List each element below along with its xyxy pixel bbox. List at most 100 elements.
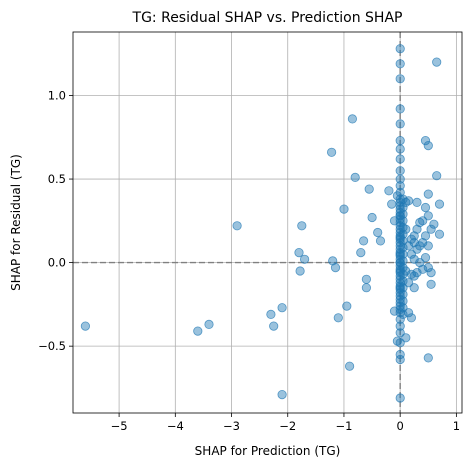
data-point	[297, 221, 307, 231]
data-point	[395, 294, 405, 304]
data-point	[423, 241, 433, 251]
data-point	[361, 283, 371, 293]
y-axis-ticks: −0.5 0.0 0.5 1.0	[38, 89, 73, 353]
data-point	[204, 319, 214, 329]
data-point	[389, 306, 400, 316]
data-point	[342, 301, 352, 311]
data-point	[328, 256, 338, 266]
x-tick-label: −1	[335, 419, 352, 433]
data-point	[333, 313, 343, 323]
data-points	[80, 44, 445, 403]
data-point	[350, 172, 360, 182]
y-tick-label: 0.0	[48, 256, 66, 270]
data-point	[418, 238, 428, 248]
data-point	[395, 187, 405, 197]
data-point	[426, 267, 436, 278]
y-tick-label: 1.0	[48, 89, 66, 103]
data-point	[423, 353, 433, 363]
y-axis-label: SHAP for Residual (TG)	[9, 154, 23, 291]
data-point	[395, 254, 405, 264]
data-point	[395, 207, 405, 218]
data-point	[420, 253, 431, 263]
data-point	[395, 393, 405, 403]
data-point	[406, 313, 416, 323]
plot-frame	[72, 31, 463, 414]
data-point	[409, 231, 419, 241]
data-point	[266, 309, 276, 319]
data-point	[398, 256, 408, 266]
data-point	[395, 119, 405, 129]
data-point	[398, 309, 408, 319]
data-point	[395, 104, 405, 114]
x-tick-label: −2	[279, 419, 296, 433]
data-point	[294, 248, 304, 258]
data-point	[347, 114, 357, 124]
y-tick-label: 0.5	[48, 172, 66, 186]
data-point	[412, 197, 422, 207]
data-point	[364, 184, 374, 194]
data-point	[398, 229, 408, 239]
data-point	[356, 248, 366, 258]
data-point	[277, 389, 287, 400]
data-point	[361, 274, 371, 284]
data-point	[277, 303, 287, 313]
data-point	[420, 231, 431, 241]
data-point	[426, 224, 436, 234]
x-tick-label: 1	[453, 419, 460, 433]
data-point	[426, 279, 436, 289]
data-point	[403, 196, 414, 206]
data-point	[395, 214, 405, 224]
data-point	[418, 264, 428, 274]
data-point	[412, 224, 422, 234]
data-point	[434, 229, 445, 239]
data-point	[432, 171, 442, 181]
data-point	[395, 74, 405, 84]
data-point	[395, 354, 405, 365]
data-point	[403, 308, 414, 318]
data-point	[326, 147, 337, 157]
data-point	[367, 212, 377, 223]
data-point	[423, 262, 433, 273]
data-point	[395, 166, 405, 176]
data-point	[398, 289, 408, 299]
data-point	[398, 202, 408, 213]
data-point	[420, 136, 431, 146]
data-point	[415, 257, 425, 268]
x-tick-label: −3	[223, 419, 240, 433]
data-point	[403, 241, 414, 251]
x-axis-ticks: −5 −4 −3 −2 −1 0 1	[111, 413, 460, 433]
data-point	[401, 333, 411, 343]
data-point	[401, 197, 411, 207]
data-point	[423, 141, 433, 151]
data-point	[395, 181, 405, 191]
data-point	[401, 266, 411, 276]
data-point	[434, 199, 445, 209]
y-tick-label: −0.5	[38, 339, 66, 353]
data-point	[373, 227, 383, 238]
x-tick-label: 0	[397, 419, 404, 433]
data-point	[398, 296, 408, 306]
data-point	[432, 57, 442, 67]
data-point	[429, 219, 439, 229]
data-point	[232, 221, 242, 231]
data-point	[395, 136, 405, 146]
data-point	[398, 243, 408, 253]
data-point	[299, 254, 310, 264]
data-point	[375, 236, 386, 246]
data-point	[398, 276, 408, 286]
data-point	[395, 59, 405, 69]
data-point	[269, 321, 279, 331]
data-point	[395, 349, 405, 360]
data-point	[395, 321, 405, 331]
chart-title: TG: Residual SHAP vs. Prediction SHAP	[132, 10, 403, 26]
data-point	[395, 144, 405, 154]
data-point	[395, 244, 405, 254]
data-point	[423, 189, 433, 199]
x-tick-label: −5	[111, 419, 128, 433]
data-point	[339, 204, 349, 214]
data-point	[395, 314, 405, 324]
data-point	[395, 204, 405, 214]
data-point	[412, 267, 422, 278]
data-point	[330, 262, 341, 273]
